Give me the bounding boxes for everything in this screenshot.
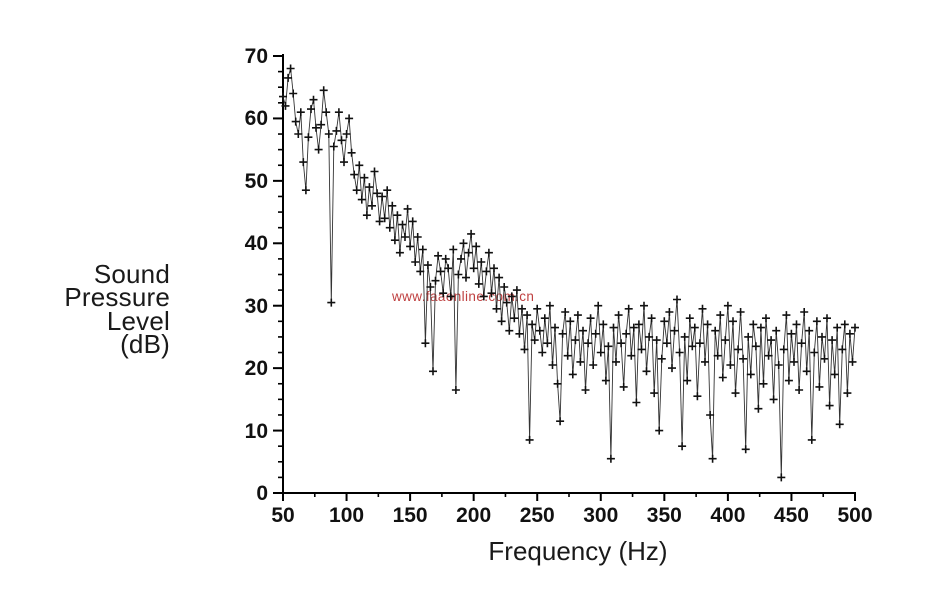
x-tick-label: 200 bbox=[456, 504, 492, 527]
x-tick-label: 400 bbox=[710, 504, 746, 527]
x-tick-label: 100 bbox=[329, 504, 365, 527]
x-tick-label: 50 bbox=[271, 504, 295, 527]
y-axis-title-line: Pressure bbox=[64, 282, 170, 313]
x-axis-title: Frequency (Hz) bbox=[488, 536, 668, 566]
y-tick-label: 70 bbox=[244, 45, 268, 68]
y-tick-label: 20 bbox=[244, 357, 268, 381]
x-tick-label: 150 bbox=[392, 504, 428, 527]
y-tick-label: 10 bbox=[244, 419, 268, 443]
x-tick-label: 300 bbox=[583, 504, 619, 527]
y-tick-label: 50 bbox=[244, 169, 268, 193]
y-tick-label: 0 bbox=[256, 482, 268, 505]
x-tick-label: 250 bbox=[519, 504, 555, 527]
y-tick-label: 60 bbox=[244, 107, 268, 131]
y-tick-label: 30 bbox=[244, 294, 268, 318]
y-axis-title: Sound Pressure Level (dB) bbox=[18, 259, 170, 360]
y-axis-title-line: (dB) bbox=[120, 329, 170, 360]
x-tick-label: 350 bbox=[646, 504, 682, 527]
y-tick-label: 40 bbox=[244, 232, 268, 256]
x-tick-label: 450 bbox=[773, 504, 809, 527]
y-axis-title-line: Sound bbox=[93, 259, 170, 289]
y-axis-title-line: Level bbox=[106, 305, 170, 336]
x-tick-label: 500 bbox=[837, 504, 873, 527]
watermark-text: www.faaonline.com.cn bbox=[392, 289, 535, 304]
